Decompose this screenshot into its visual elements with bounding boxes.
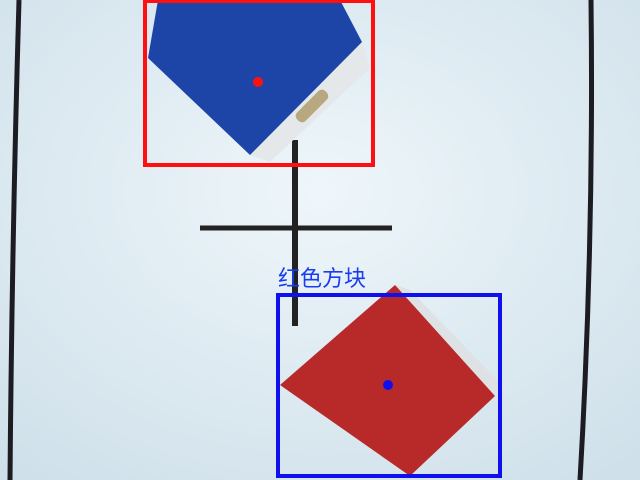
left-line <box>7 0 22 480</box>
blue-center-dot <box>383 380 393 390</box>
blue-cube-label <box>295 89 329 123</box>
detection-label: 红色方块 <box>278 267 366 292</box>
red-detection-box <box>143 0 375 167</box>
red-cube-side <box>395 285 502 396</box>
blue-detection-box <box>276 293 502 478</box>
blue-cube <box>148 0 362 155</box>
red-center-dot <box>253 77 263 87</box>
right-line <box>577 0 595 480</box>
